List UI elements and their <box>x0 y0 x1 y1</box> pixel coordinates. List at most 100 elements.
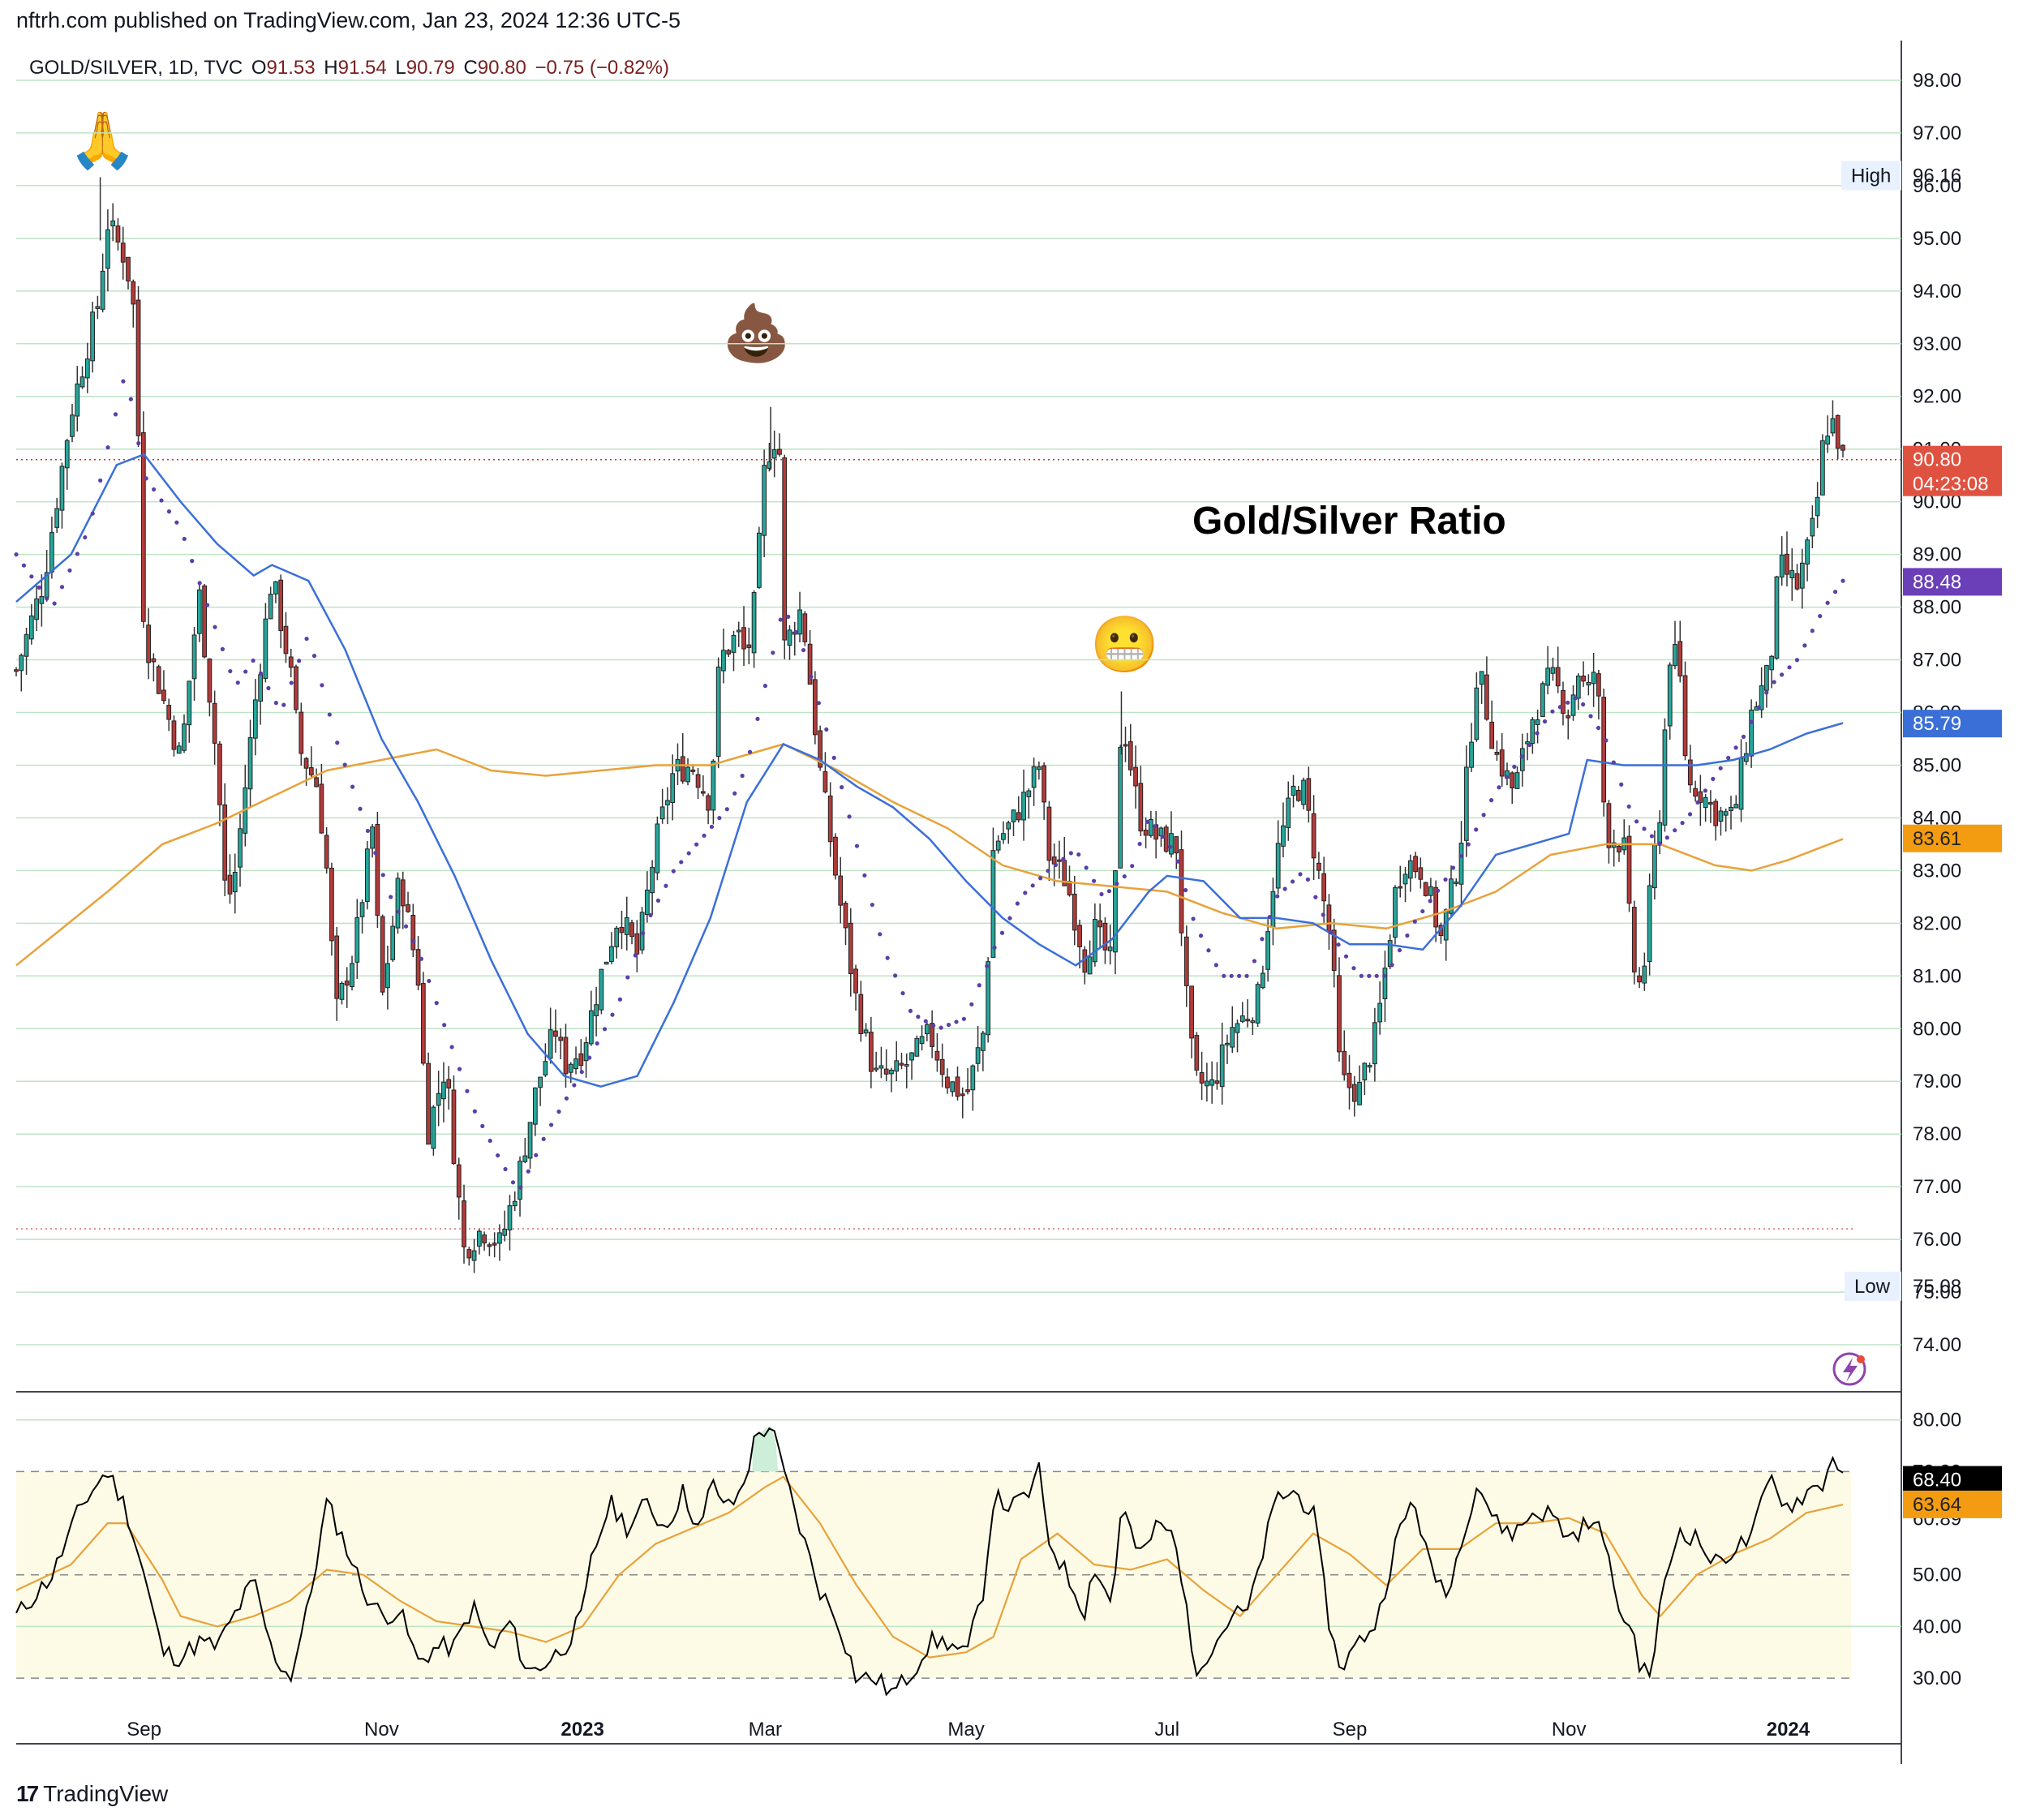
candle-body <box>538 1076 543 1088</box>
candle-body <box>1169 833 1174 855</box>
psar-dot <box>220 646 225 651</box>
psar-dot <box>204 603 210 607</box>
candle-body <box>110 220 116 227</box>
candle-body <box>807 643 813 685</box>
psar-dot <box>1466 842 1471 847</box>
psar-dot <box>1305 877 1311 882</box>
candle-body <box>191 634 197 680</box>
candle-body <box>482 1234 487 1244</box>
candle-body <box>751 592 757 654</box>
candle-body <box>624 916 629 935</box>
candle-body <box>771 449 777 459</box>
psar-dot <box>396 909 401 914</box>
candle-body <box>1372 1022 1377 1065</box>
fast-ma-value-tag: 85.79 <box>1913 713 1961 735</box>
candle-body <box>1540 683 1545 717</box>
candle-body <box>1281 825 1286 847</box>
psar-dot <box>152 487 157 492</box>
candle-body <box>1001 833 1006 840</box>
candle-body <box>462 1200 466 1247</box>
candle-body <box>487 1244 492 1247</box>
psar-dot <box>1626 804 1631 809</box>
psar-dot <box>534 1153 539 1157</box>
candle-body <box>1749 709 1754 757</box>
psar-dot <box>809 674 814 679</box>
psar-dot <box>503 1166 508 1172</box>
time-tick-label: May <box>947 1719 984 1741</box>
psar-dot <box>197 581 202 586</box>
psar-dot <box>1818 614 1823 619</box>
last-price-tag-countdown: 04:23:08 <box>1913 474 1988 496</box>
candle-body <box>258 674 263 702</box>
candle-body <box>19 655 24 672</box>
psar-dot <box>1229 973 1234 978</box>
candle-body <box>568 1063 573 1073</box>
psar-dot <box>235 680 240 685</box>
candle-body <box>980 1032 986 1051</box>
price-tick-label: 76.00 <box>1913 1229 1961 1251</box>
candle-body <box>135 299 141 436</box>
candle-body <box>1057 859 1062 862</box>
psar-dot <box>59 585 65 590</box>
psar-dot <box>755 716 760 721</box>
candle-body <box>797 609 802 635</box>
candle-body <box>1316 862 1321 871</box>
candle-body <box>715 666 721 758</box>
candle-body <box>899 1062 904 1066</box>
candle-body <box>665 800 670 805</box>
price-tick-label: 88.00 <box>1913 597 1961 619</box>
open-value: 91.53 <box>266 57 316 79</box>
candle-body <box>187 680 192 726</box>
candle-body <box>833 836 838 876</box>
candle-body <box>1764 665 1769 691</box>
candle-body <box>1708 802 1713 805</box>
candle-body <box>1291 785 1296 796</box>
candle-body <box>986 961 991 1036</box>
price-tick-label: 95.00 <box>1913 228 1961 250</box>
psar-dot <box>403 924 409 929</box>
candle-body <box>909 1052 914 1061</box>
psar-dot <box>1397 947 1402 953</box>
psar-dot <box>1091 878 1097 883</box>
psar-dot <box>572 1083 577 1088</box>
psar-dot <box>786 614 791 619</box>
candle-body <box>599 968 604 1011</box>
psar-dot <box>1099 891 1104 897</box>
price-tick-label: 93.00 <box>1913 333 1961 355</box>
candle-body <box>1769 655 1775 671</box>
psar-dot <box>1573 696 1578 701</box>
psar-dot <box>1175 859 1180 864</box>
candle-body <box>1617 846 1621 852</box>
price-tick-label: 85.00 <box>1913 754 1961 776</box>
psar-dot <box>1343 954 1349 959</box>
time-tick-label: Nov <box>1552 1719 1587 1741</box>
candle-body <box>1275 843 1281 889</box>
candle-body <box>1840 444 1845 451</box>
psar-dot <box>1711 776 1716 781</box>
candle-body <box>1652 843 1657 889</box>
high-label: H <box>324 57 338 79</box>
candle-body <box>527 1122 533 1159</box>
candle-body <box>466 1249 472 1259</box>
candle-body <box>945 1076 950 1088</box>
candle-body <box>1566 715 1571 719</box>
candle-body <box>1693 788 1698 797</box>
candle-body <box>532 1087 538 1125</box>
candle-body <box>868 1032 874 1072</box>
candle-body <box>955 1076 960 1097</box>
psar-dot <box>1122 874 1127 879</box>
rsi-band-fill <box>16 1471 1851 1679</box>
psar-dot <box>999 930 1005 935</box>
rsi-tick-label: 50.00 <box>1913 1565 1961 1586</box>
psar-dot <box>1282 886 1287 891</box>
candle-body <box>1225 1042 1230 1045</box>
candle-body <box>1561 689 1566 714</box>
price-tick-label: 98.00 <box>1913 70 1961 92</box>
candle-body <box>594 1004 599 1016</box>
psar-dot <box>105 445 110 450</box>
candle-body <box>1575 676 1581 699</box>
candle-body <box>1042 765 1047 803</box>
candle-body <box>400 879 406 907</box>
candle-body <box>446 1079 452 1089</box>
